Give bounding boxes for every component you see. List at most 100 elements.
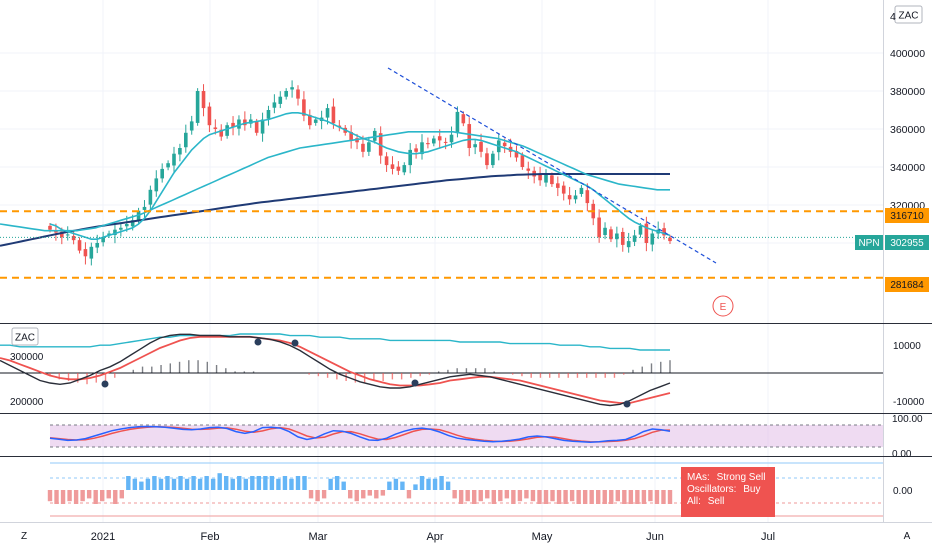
rating-bar	[582, 490, 588, 504]
rating-bar	[524, 490, 529, 499]
stochastic-pane[interactable]	[49, 424, 883, 448]
candle-body	[166, 163, 170, 168]
macd-cross-dot	[254, 338, 262, 346]
macd-histogram-bar	[67, 373, 70, 381]
earnings-marker-label: E	[720, 302, 727, 313]
symbol-price-label[interactable]: NPN 302955	[855, 235, 929, 250]
candle-body	[556, 183, 560, 188]
candle-body	[526, 168, 531, 171]
rating-bar	[171, 478, 177, 490]
rating-bar	[511, 490, 516, 504]
rating-bar	[596, 490, 601, 504]
macd-histogram-bar	[141, 366, 144, 373]
rating-bar	[504, 490, 510, 499]
rating-bar	[400, 481, 405, 490]
macd-histogram-bar	[530, 373, 532, 378]
currency-badge[interactable]: ZAC	[894, 5, 923, 24]
rating-bar	[119, 490, 124, 499]
stoch-tick-label: 100.00	[892, 414, 923, 425]
macd-histogram-bar	[410, 373, 412, 378]
candle-body	[243, 119, 247, 126]
rating-bar	[426, 478, 431, 490]
rating-bar	[661, 490, 666, 504]
all-label: All:	[687, 496, 701, 507]
macd-histogram-bar	[576, 373, 579, 378]
mas-value: Strong Sell	[716, 472, 766, 483]
candle-body	[83, 249, 88, 257]
macd-histogram-bar	[188, 360, 190, 373]
candle-body	[396, 166, 401, 171]
candle-body	[467, 124, 472, 148]
rating-bar	[609, 490, 614, 504]
macd-histogram-bar	[660, 361, 662, 373]
macd-histogram-bar	[326, 373, 329, 378]
price-pane[interactable]	[0, 67, 883, 279]
rating-bar	[67, 490, 72, 502]
candle-body	[384, 156, 389, 166]
candle-body	[361, 143, 365, 152]
rating-bar	[86, 490, 92, 499]
candle-body	[479, 141, 483, 152]
candle-body	[650, 233, 655, 245]
macd-histogram-bar	[280, 373, 283, 374]
macd-histogram-bar	[400, 373, 403, 380]
macd-histogram-bar	[484, 368, 486, 373]
candle-body	[48, 225, 52, 230]
rating-bar	[498, 490, 503, 502]
rating-bar	[165, 476, 170, 490]
earnings-marker[interactable]: E	[712, 295, 734, 317]
candle-body	[668, 237, 672, 242]
candle-body	[113, 229, 117, 236]
candle-body	[561, 185, 566, 194]
rating-bar	[413, 484, 418, 490]
macd-pane[interactable]	[0, 333, 883, 408]
macd-histogram-bar	[308, 373, 310, 375]
rating-bar	[622, 490, 627, 504]
rating-bar	[204, 476, 209, 490]
macd-histogram-bar	[669, 360, 671, 373]
axis-top-partial-tick: 4	[890, 11, 896, 23]
rating-bar	[367, 490, 372, 496]
rating-bar	[543, 490, 549, 504]
rating-bar	[308, 490, 314, 499]
indicator-badge[interactable]: ZAC	[11, 327, 39, 346]
level-high-label: 316710	[885, 208, 929, 223]
sma-fast-line	[49, 112, 671, 240]
candle-body	[550, 175, 554, 185]
candle-body	[644, 223, 649, 243]
candle-body	[331, 106, 336, 124]
left-corner-button[interactable]: Z	[21, 531, 27, 542]
candle-body	[372, 130, 377, 141]
macd-histogram-bar	[262, 373, 264, 374]
rating-bar	[517, 490, 523, 502]
right-corner-button[interactable]: A	[904, 531, 911, 542]
macd-histogram-bar	[132, 369, 134, 373]
rating-bar	[230, 478, 235, 490]
price-tick-label: 360000	[890, 124, 925, 136]
candle-body	[154, 178, 159, 192]
candle-body	[443, 141, 448, 143]
macd-cross-dot	[623, 400, 631, 408]
time-tick-label: Jul	[761, 531, 775, 543]
rating-pane[interactable]	[47, 462, 883, 517]
grid	[0, 0, 883, 522]
candle-body	[184, 132, 188, 148]
macd-histogram-bar	[632, 369, 634, 373]
rating-bar	[472, 490, 477, 504]
macd-histogram-bar	[382, 373, 384, 381]
candle-body	[272, 102, 277, 108]
time-tick-label: 2021	[91, 531, 115, 543]
technical-rating-box[interactable]: MAs: Strong Sell Oscillators: Buy All: S…	[681, 467, 775, 517]
rating-bar	[537, 490, 542, 504]
rating-bar	[54, 490, 59, 504]
rating-bar	[100, 490, 105, 502]
oscillators-value: Buy	[743, 484, 761, 495]
rating-bar	[178, 476, 183, 490]
macd-histogram-bar	[206, 361, 209, 373]
rating-bar	[184, 478, 190, 490]
rating-bar	[667, 490, 673, 504]
candle-body	[160, 168, 164, 179]
stoch-tick-label: 0.00	[892, 449, 912, 460]
